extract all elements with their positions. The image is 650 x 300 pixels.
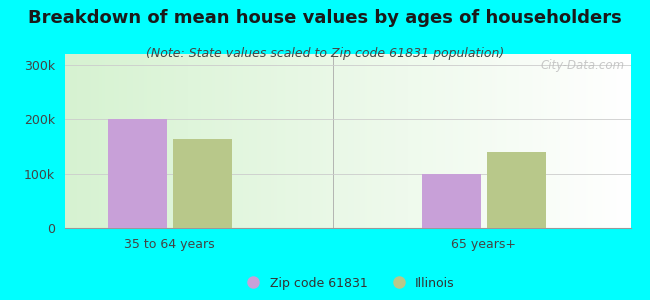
Bar	[422, 174, 481, 228]
Bar	[487, 152, 546, 228]
Bar	[173, 140, 231, 228]
Text: Breakdown of mean house values by ages of householders: Breakdown of mean house values by ages o…	[28, 9, 622, 27]
Legend: Zip code 61831, Illinois: Zip code 61831, Illinois	[236, 272, 460, 295]
Bar	[108, 119, 166, 228]
Text: (Note: State values scaled to Zip code 61831 population): (Note: State values scaled to Zip code 6…	[146, 46, 504, 59]
Text: City-Data.com: City-Data.com	[541, 59, 625, 72]
